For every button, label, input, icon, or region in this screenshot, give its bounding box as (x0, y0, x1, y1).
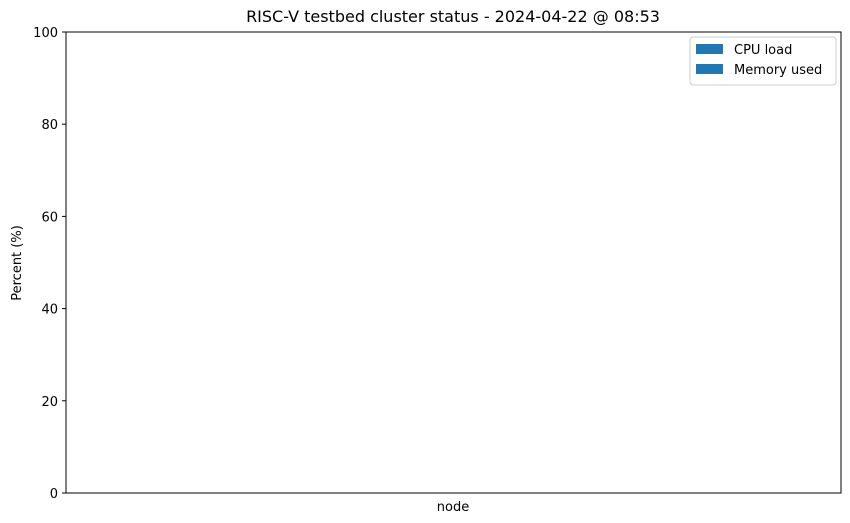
y-tick-label: 60 (41, 210, 58, 225)
legend-swatch (696, 44, 723, 54)
x-axis-label: node (437, 500, 469, 515)
legend-box (689, 36, 837, 86)
y-tick-label: 40 (41, 303, 58, 318)
chart-title: RISC-V testbed cluster status - 2024-04-… (246, 7, 660, 26)
y-tick-label: 80 (41, 118, 58, 133)
legend-label: CPU load (734, 43, 792, 58)
y-axis-ticks: 0 20 40 60 80 100 (33, 26, 66, 502)
y-axis-label: Percent (%) (10, 225, 25, 301)
y-tick-label: 100 (33, 26, 58, 41)
legend: CPU load Memory used (689, 36, 837, 86)
legend-label: Memory used (734, 63, 822, 78)
y-tick-label: 0 (50, 487, 58, 502)
legend-swatch (696, 64, 723, 74)
plot-area-frame (65, 31, 842, 494)
y-tick-label: 20 (41, 395, 58, 410)
